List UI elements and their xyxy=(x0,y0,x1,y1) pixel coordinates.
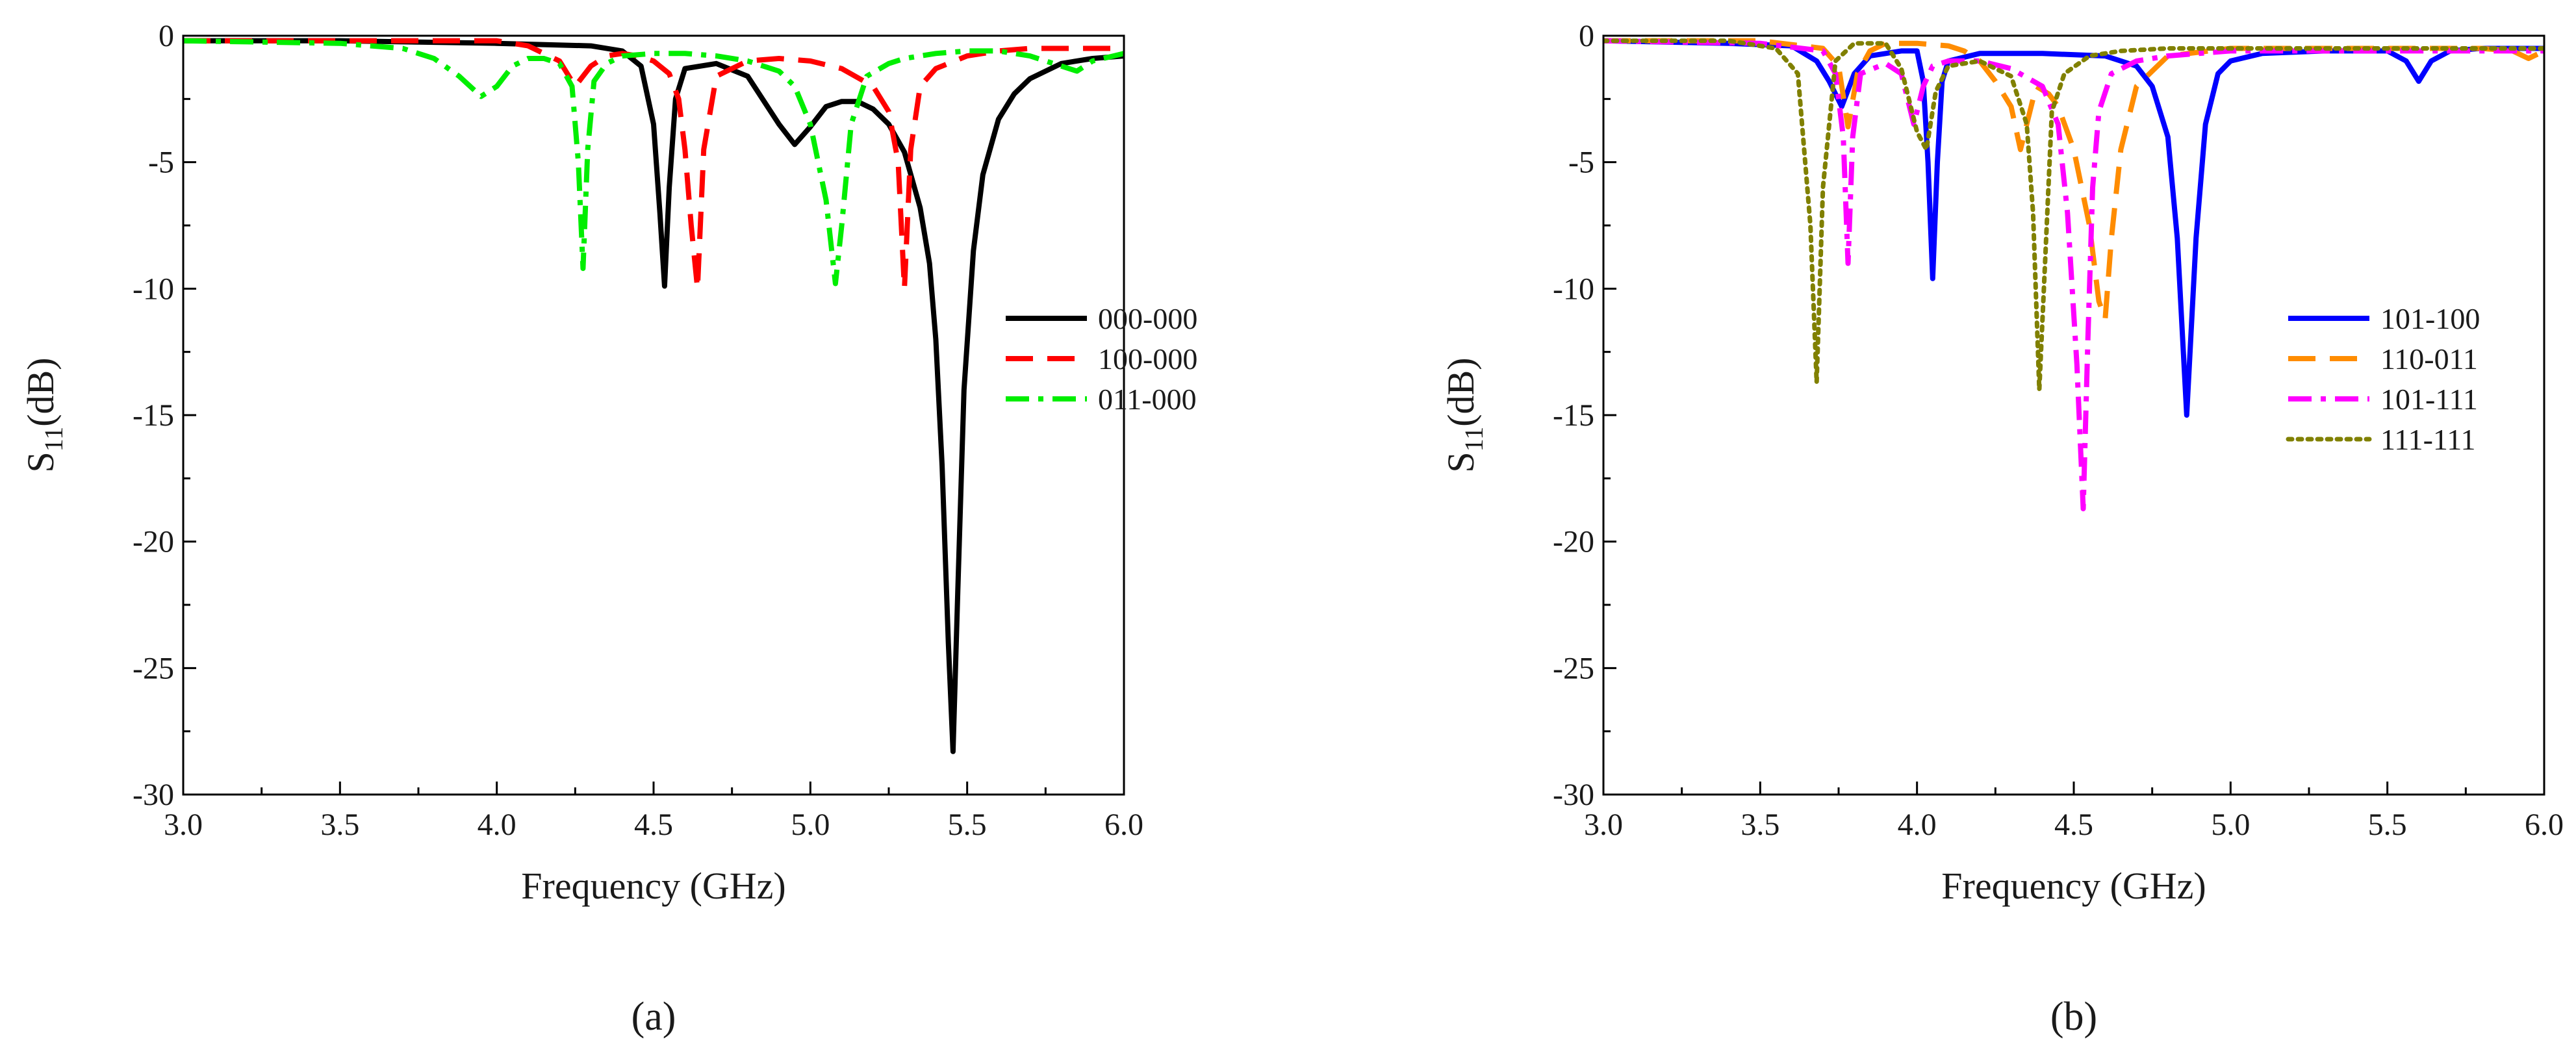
legend-label-101-100: 101-100 xyxy=(2380,302,2480,335)
legend: 101-100 110-011 101-111 111-111 xyxy=(2286,302,2480,456)
x-tick-label: 3.0 xyxy=(164,808,203,842)
x-tick-label: 3.0 xyxy=(1584,808,1623,842)
x-axis-title: Frequency (GHz) xyxy=(1941,865,2206,907)
legend-label-111-111: 111-111 xyxy=(2380,423,2476,456)
x-tick-label: 5.0 xyxy=(791,808,830,842)
x-tick-label: 5.5 xyxy=(2368,808,2407,842)
y-axis-title-unit: (dB) xyxy=(19,357,62,426)
legend-label-100-000: 100-000 xyxy=(1098,342,1197,376)
legend-label-110-011: 110-011 xyxy=(2380,342,2478,376)
legend: 000-000 100-000 011-000 xyxy=(1006,302,1197,416)
series-line-111-111 xyxy=(1603,38,2544,392)
y-tick-label: -20 xyxy=(133,525,174,559)
y-tick-label: -10 xyxy=(1553,272,1594,306)
x-tick-label: 4.0 xyxy=(478,808,516,842)
y-axis-title: S11(dB) xyxy=(19,357,68,472)
series-line-101-100 xyxy=(1603,38,2544,418)
x-axis-title: Frequency (GHz) xyxy=(521,865,785,907)
y-tick-label: -15 xyxy=(133,398,174,433)
series-line-101-111 xyxy=(1603,38,2544,512)
y-tick-label: -25 xyxy=(133,651,174,685)
series-lines xyxy=(1603,38,2544,512)
y-tick-label: -25 xyxy=(1553,651,1594,685)
legend-label-000-000: 000-000 xyxy=(1098,302,1197,335)
y-axis-title: S11(dB) xyxy=(1440,357,1488,472)
y-tick-label: -15 xyxy=(1553,398,1594,433)
legend-label-011-000: 011-000 xyxy=(1098,383,1197,416)
y-tick-label: 0 xyxy=(1579,19,1594,53)
y-axis-title-subscript: 11 xyxy=(1459,427,1488,452)
chart-panel-b: 3.0 3.5 4.0 4.5 5.0 5.5 6.0 0 -5 -10 -15 -20 -25 -30 F… xyxy=(1440,19,2564,1039)
legend-label-101-111: 101-111 xyxy=(2380,383,2478,416)
y-axis-title-unit: (dB) xyxy=(1440,357,1482,426)
y-tick-label: -5 xyxy=(148,146,174,180)
y-axis-title-main: S xyxy=(19,452,62,472)
y-tick-label: -30 xyxy=(133,778,174,812)
series-line-100-000 xyxy=(183,38,1124,292)
x-tick-label: 6.0 xyxy=(1104,808,1143,842)
y-tick-label: 0 xyxy=(159,19,174,53)
x-tick-label: 6.0 xyxy=(2525,808,2564,842)
x-tick-label: 3.5 xyxy=(320,808,359,842)
x-tick-label: 4.5 xyxy=(634,808,673,842)
y-tick-label: -5 xyxy=(1568,146,1594,180)
chart-panel-a: 3.0 3.5 4.0 4.5 5.0 5.5 6.0 0 -5 -10 -15 -20 -25 -30 F… xyxy=(19,19,1197,1039)
series-line-011-000 xyxy=(183,38,1124,287)
panel-label: (a) xyxy=(631,995,676,1039)
x-tick-label: 5.0 xyxy=(2211,808,2250,842)
y-tick-label: -10 xyxy=(133,272,174,306)
x-tick-label: 4.5 xyxy=(2054,808,2093,842)
y-tick-label: -30 xyxy=(1553,778,1594,812)
y-tick-label: -20 xyxy=(1553,525,1594,559)
x-tick-label: 4.0 xyxy=(1898,808,1937,842)
x-tick-label: 3.5 xyxy=(1741,808,1779,842)
x-tick-label: 5.5 xyxy=(948,808,987,842)
series-lines xyxy=(183,38,1124,754)
panel-label: (b) xyxy=(2050,995,2097,1039)
y-axis-title-subscript: 11 xyxy=(39,427,68,452)
y-axis-title-main: S xyxy=(1440,452,1482,472)
